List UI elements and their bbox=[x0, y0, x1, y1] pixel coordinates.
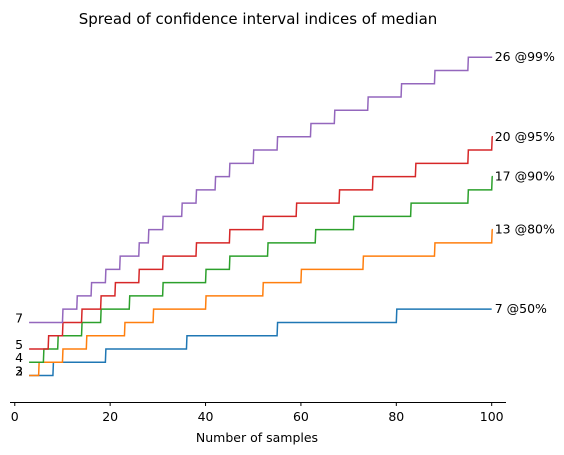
x-tick-label: 40 bbox=[198, 409, 214, 424]
series-end-label: 7 @50% bbox=[495, 301, 547, 316]
x-tick-label: 60 bbox=[293, 409, 309, 424]
x-tick-label: 20 bbox=[102, 409, 118, 424]
series-start-label: 4 bbox=[15, 350, 23, 365]
series-start-label: 3 bbox=[15, 363, 23, 378]
series-line-0 bbox=[29, 308, 492, 377]
series-start-label: 7 bbox=[15, 310, 23, 325]
x-tick-label: 0 bbox=[11, 409, 19, 424]
series-end-label: 20 @95% bbox=[495, 129, 555, 144]
chart-title: Spread of confidence interval indices of… bbox=[79, 10, 438, 28]
x-tick-label: 80 bbox=[388, 409, 404, 424]
x-axis-label: Number of samples bbox=[196, 430, 318, 445]
series-end-label: 26 @99% bbox=[495, 49, 555, 64]
x-tick-label: 100 bbox=[480, 409, 504, 424]
series-start-label: 2 bbox=[15, 363, 23, 378]
series-line-2 bbox=[29, 175, 493, 363]
series-labels: 7 @50% 2 13 @80% 3 17 @90% 4 20 @95% 5 26 @99% 7 bbox=[15, 49, 555, 378]
series-end-label: 17 @90% bbox=[495, 169, 555, 184]
x-ticks: 0 20 40 60 80 100 bbox=[11, 402, 504, 424]
series-start-label: 5 bbox=[15, 337, 23, 352]
series-end-label: 13 @80% bbox=[495, 222, 555, 237]
series-line-1 bbox=[29, 228, 493, 377]
series-line-4 bbox=[29, 56, 493, 324]
series-lines bbox=[29, 56, 493, 377]
series-line-3 bbox=[29, 136, 493, 350]
